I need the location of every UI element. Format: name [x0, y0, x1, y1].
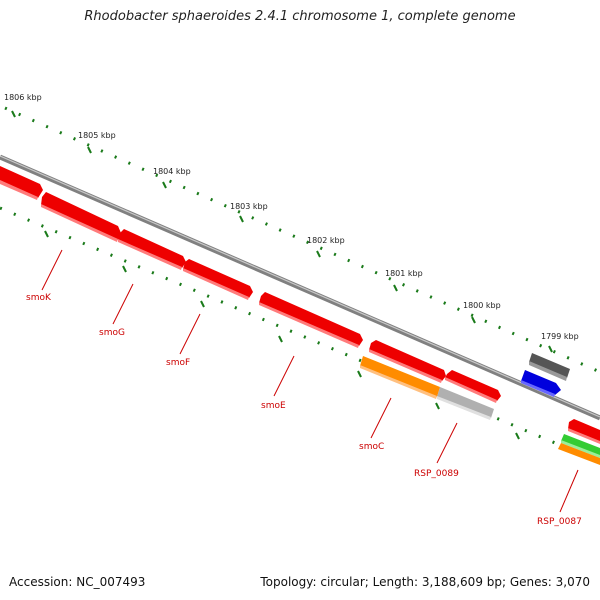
reverse-strand-genes — [0, 166, 600, 465]
gene-smoC-arrow-red[interactable] — [369, 340, 446, 381]
gene-RSP_0089-arrow-gray[interactable] — [437, 387, 494, 418]
inner-tick-ring — [0, 206, 600, 464]
gene-label-smoK[interactable]: smoK — [26, 293, 52, 303]
genome-stats-label: Topology: circular; Length: 3,188,609 bp… — [260, 575, 590, 589]
inner-major-ticks — [44, 230, 520, 440]
gene-red-right-arrow[interactable] — [568, 419, 600, 442]
gene-label-smoE[interactable]: smoE — [261, 401, 286, 411]
gene-smoE-arrow[interactable] — [183, 259, 253, 298]
tick-label-1804: 1804 kbp — [153, 167, 191, 176]
major-ticks — [11, 110, 553, 353]
gene-label-RSP_0089[interactable]: RSP_0089 — [414, 469, 459, 479]
tick-label-1803: 1803 kbp — [230, 202, 268, 211]
gene-RSP_0089-arrow-red[interactable] — [445, 370, 501, 401]
tick-label-1801: 1801 kbp — [385, 269, 423, 278]
tick-label-1806: 1806 kbp — [4, 93, 42, 102]
outer-tick-ring — [4, 106, 600, 374]
tick-label-1799: 1799 kbp — [541, 332, 579, 341]
gene-smoC-arrow-orange[interactable] — [360, 356, 440, 397]
gene-smoK-arrow[interactable] — [0, 166, 43, 198]
gene-smoE-2-arrow[interactable] — [259, 292, 363, 346]
tick-label-1805: 1805 kbp — [78, 131, 116, 140]
gene-blue-arrow[interactable] — [521, 370, 561, 395]
gene-label-RSP_0087[interactable]: RSP_0087 — [537, 517, 582, 527]
gene-RSP_0087-arrow-orange[interactable] — [558, 443, 600, 465]
gene-dark-gray-arrow[interactable] — [529, 353, 570, 378]
gene-green-arrow[interactable] — [561, 434, 600, 456]
accession-label: Accession: NC_007493 — [9, 575, 146, 589]
forward-strand-genes — [521, 353, 570, 397]
map-title: Rhodobacter sphaeroides 2.4.1 chromosome… — [84, 9, 516, 24]
gene-smoG-arrow[interactable] — [41, 192, 121, 240]
gene-label-smoG[interactable]: smoG — [99, 328, 125, 338]
gene-label-smoF[interactable]: smoF — [166, 358, 190, 368]
genome-backbone — [0, 154, 600, 421]
tick-label-1802: 1802 kbp — [307, 236, 345, 245]
label-leader-lines — [41, 249, 579, 513]
gene-label-smoC[interactable]: smoC — [359, 442, 384, 452]
gene-smoF-arrow[interactable] — [118, 229, 186, 268]
tick-label-1800: 1800 kbp — [463, 301, 501, 310]
